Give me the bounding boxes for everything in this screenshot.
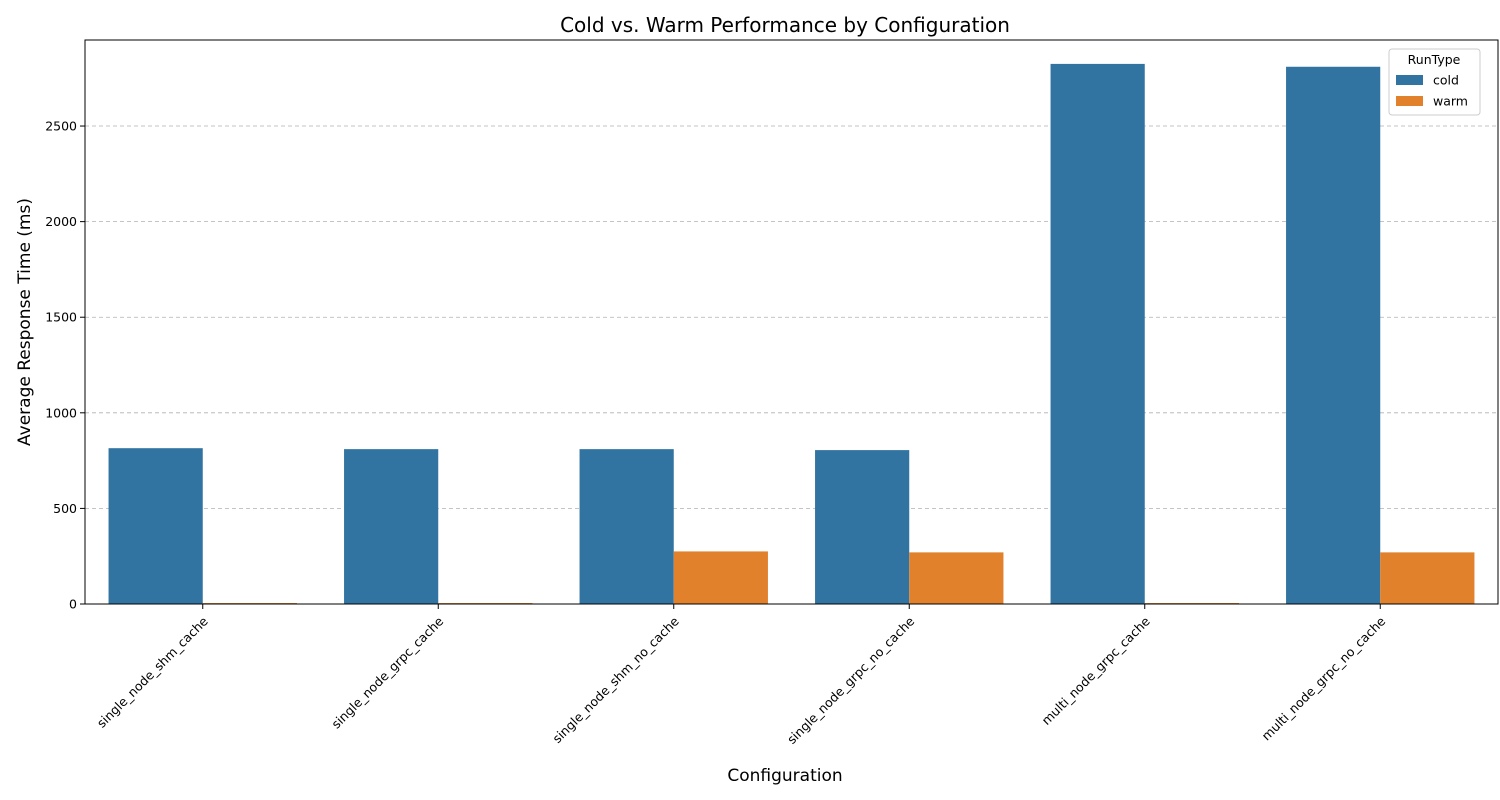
y-tick-label: 1000	[45, 405, 77, 420]
y-tick-label: 500	[53, 501, 77, 516]
x-tick-label: single_node_shm_cache	[94, 613, 211, 730]
bar-warm-single_node_shm_no_cache	[673, 551, 768, 604]
legend-label-warm: warm	[1433, 94, 1468, 109]
bar-warm-multi_node_grpc_no_cache	[1380, 552, 1475, 604]
x-tick-label: single_node_grpc_no_cache	[784, 613, 918, 747]
legend-swatch-warm	[1396, 96, 1423, 106]
plot-frame	[84, 39, 1499, 605]
bar-cold-single_node_grpc_no_cache	[815, 450, 910, 604]
legend-swatch-cold	[1396, 75, 1423, 85]
legend: RunType cold warm	[1388, 48, 1481, 116]
y-tick-label: 2500	[45, 119, 77, 134]
x-axis-label: Configuration	[727, 766, 842, 786]
bar-cold-single_node_grpc_cache	[344, 449, 439, 604]
legend-label-cold: cold	[1433, 73, 1459, 88]
bar-cold-multi_node_grpc_no_cache	[1286, 66, 1381, 604]
x-tick-label: multi_node_grpc_no_cache	[1259, 613, 1389, 743]
y-tick-label: 0	[69, 597, 77, 612]
bars	[108, 63, 1475, 604]
x-axis: single_node_shm_cache single_node_grpc_ca…	[94, 604, 1389, 747]
bar-cold-multi_node_grpc_cache	[1050, 63, 1145, 604]
x-tick-label: multi_node_grpc_cache	[1038, 613, 1153, 728]
bar-cold-single_node_shm_no_cache	[579, 449, 674, 604]
bar-warm-single_node_grpc_no_cache	[909, 552, 1004, 604]
x-tick-label: single_node_shm_no_cache	[549, 613, 682, 746]
x-tick-label: single_node_grpc_cache	[328, 613, 446, 731]
chart-title: Cold vs. Warm Performance by Configurati…	[560, 13, 1010, 37]
y-axis-label: Average Response Time (ms)	[15, 198, 35, 446]
y-axis: 0 500 1000 1500 2000 2500	[45, 119, 85, 612]
bar-cold-single_node_shm_cache	[108, 448, 203, 604]
y-tick-label: 2000	[45, 214, 77, 229]
legend-title: RunType	[1408, 52, 1461, 67]
y-tick-label: 1500	[45, 310, 77, 325]
